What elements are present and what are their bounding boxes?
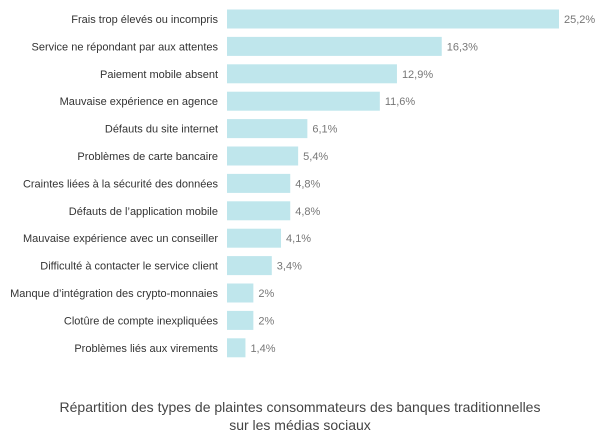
bar	[227, 338, 246, 358]
category-label: Service ne répondant par aux attentes	[31, 41, 218, 53]
value-label: 25,2%	[564, 14, 595, 26]
category-label: Difficulté à contacter le service client	[40, 261, 218, 273]
value-label: 4,1%	[286, 233, 311, 245]
value-label: 1,4%	[250, 343, 275, 355]
category-label: Paiement mobile absent	[100, 69, 218, 81]
value-label: 2%	[258, 288, 274, 300]
value-label: 12,9%	[402, 69, 433, 81]
category-label: Mauvaise expérience en agence	[60, 96, 218, 108]
category-label: Défauts du site internet	[105, 124, 218, 136]
value-label: 3,4%	[277, 261, 302, 273]
value-label: 2%	[258, 315, 274, 327]
bar	[227, 91, 380, 111]
bar-chart: Frais trop élevés ou incompris 25,2% Servi…	[10, 9, 595, 358]
category-label: Frais trop élevés ou incompris	[71, 14, 218, 26]
value-label: 16,3%	[447, 41, 478, 53]
category-label: Défauts de l’application mobile	[69, 206, 218, 218]
bar	[227, 201, 291, 221]
category-label: Manque d’intégration des crypto-monnaies	[10, 288, 218, 300]
category-label: Mauvaise expérience avec un conseiller	[23, 233, 218, 245]
bar	[227, 283, 254, 303]
bar	[227, 173, 291, 193]
category-label: Craintes liées à la sécurité des données	[23, 178, 219, 190]
category-label: Clotûre de compte inexpliquées	[64, 315, 219, 327]
value-label: 6,1%	[312, 124, 337, 136]
value-label: 4,8%	[295, 206, 320, 218]
bar	[227, 228, 282, 248]
chart-caption-line-2: sur les médias sociaux	[229, 417, 371, 433]
bar	[227, 64, 397, 84]
value-label: 5,4%	[303, 151, 328, 163]
chart-caption-line-1: Répartition des types de plaintes consom…	[59, 399, 541, 415]
bar	[227, 146, 299, 166]
bar	[227, 310, 254, 330]
category-label: Problèmes liés aux virements	[74, 343, 218, 355]
bar	[227, 36, 442, 56]
value-label: 11,6%	[385, 96, 416, 108]
value-label: 4,8%	[295, 178, 320, 190]
bar	[227, 256, 272, 276]
bar	[227, 9, 559, 29]
bar	[227, 119, 308, 139]
category-label: Problèmes de carte bancaire	[77, 151, 218, 163]
